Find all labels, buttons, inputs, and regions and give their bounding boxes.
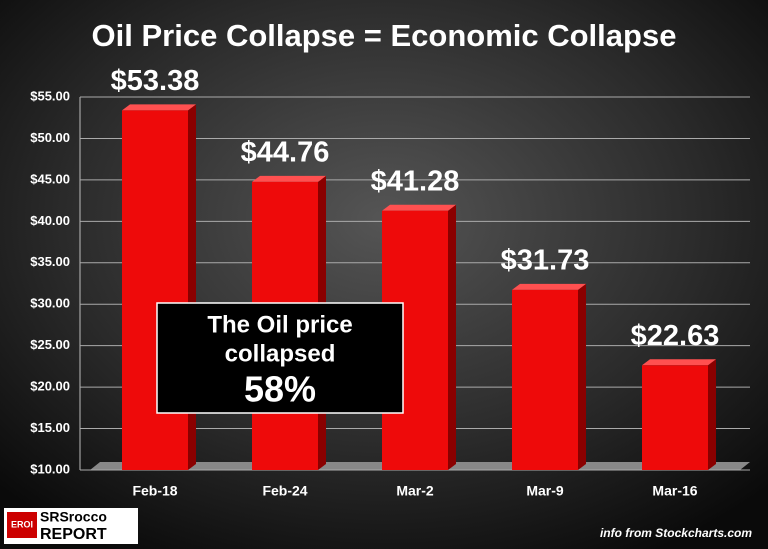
y-tick-label: $40.00 [30, 213, 70, 228]
x-tick-label: Mar-16 [652, 483, 697, 499]
y-tick-label: $10.00 [30, 461, 70, 476]
y-tick-label: $50.00 [30, 130, 70, 145]
x-tick-label: Feb-18 [132, 483, 177, 499]
annotation: The Oil price collapsed 58% [156, 302, 404, 414]
bar-side [708, 359, 716, 470]
bar-top [122, 104, 196, 111]
x-tick-label: Mar-9 [526, 483, 564, 499]
bar [512, 289, 578, 470]
bar-top [512, 283, 586, 290]
y-tick-label: $20.00 [30, 379, 70, 394]
value-label: $44.76 [241, 137, 330, 169]
value-label: $31.73 [501, 245, 590, 277]
x-tick-label: Mar-2 [396, 483, 434, 499]
logo-badge-text: EROI [11, 519, 33, 529]
value-label: $22.63 [631, 320, 720, 352]
y-tick-label: $25.00 [30, 337, 70, 352]
annotation-box [156, 302, 404, 414]
logo-badge [7, 512, 37, 538]
y-tick-label: $30.00 [30, 296, 70, 311]
x-tick-label: Feb-24 [262, 483, 307, 499]
logo-subname: REPORT [40, 526, 107, 543]
bar-side [448, 204, 456, 470]
bar [122, 110, 188, 470]
source: info from Stockcharts.com [600, 526, 752, 540]
bar-side [188, 104, 196, 470]
annotation-text: collapsed [225, 340, 336, 367]
chart-title: Oil Price Collapse = Economic Collapse [92, 18, 677, 53]
y-tick-label: $45.00 [30, 171, 70, 186]
bar-top [252, 175, 326, 182]
bar-top [642, 359, 716, 366]
bar-side [578, 283, 586, 470]
value-label: $41.28 [371, 165, 460, 197]
y-tick-label: $15.00 [30, 420, 70, 435]
y-tick-label: $35.00 [30, 254, 70, 269]
annotation-text: 58% [244, 369, 316, 410]
value-label: $53.38 [111, 65, 200, 97]
plot: $10.00 $15.00 $20.00 $25.00 $30.00 $35.00 $40.… [30, 65, 750, 499]
bar-top [382, 204, 456, 211]
logo: EROI SRSrocco REPORT [4, 508, 138, 544]
bar [642, 365, 708, 470]
y-tick-label: $55.00 [30, 88, 70, 103]
annotation-text: The Oil price [207, 311, 352, 338]
logo-name: SRSrocco [40, 509, 107, 525]
